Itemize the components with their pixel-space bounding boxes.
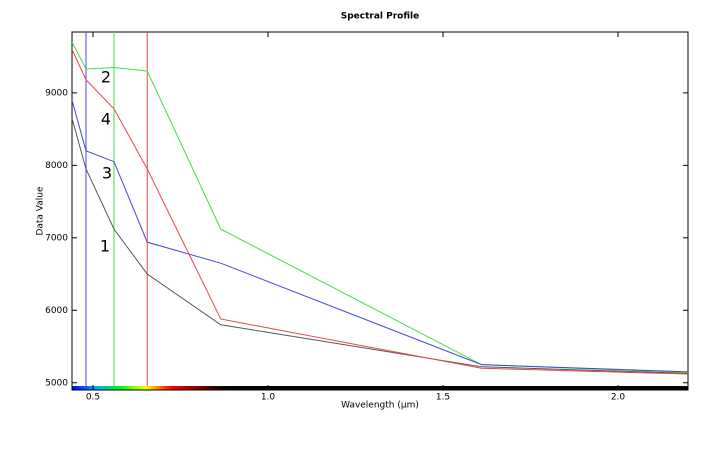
chart-title: Spectral Profile	[341, 12, 419, 22]
series-line	[71, 99, 689, 373]
series-label: 1	[100, 237, 110, 256]
series-label: 4	[101, 110, 111, 129]
y-tick-label: 6000	[45, 306, 68, 316]
series-label: 2	[101, 68, 111, 87]
x-tick-label: 0.5	[86, 393, 100, 403]
y-tick-label: 8000	[45, 161, 68, 171]
series-line	[71, 118, 689, 374]
plot-frame	[71, 31, 689, 391]
y-tick-label: 9000	[45, 88, 68, 98]
y-tick-label: 7000	[45, 233, 68, 243]
series-label: 3	[102, 164, 112, 183]
x-tick-label: 1.0	[261, 393, 276, 403]
x-tick-label: 1.5	[436, 393, 450, 403]
x-axis-label: Wavelength (µm)	[341, 401, 419, 411]
series-line	[71, 41, 689, 374]
series-line	[71, 49, 689, 375]
color-bar	[72, 386, 688, 390]
x-tick-label: 2.0	[611, 393, 626, 403]
y-axis-label: Data Value	[36, 186, 46, 236]
y-tick-label: 5000	[45, 378, 68, 388]
